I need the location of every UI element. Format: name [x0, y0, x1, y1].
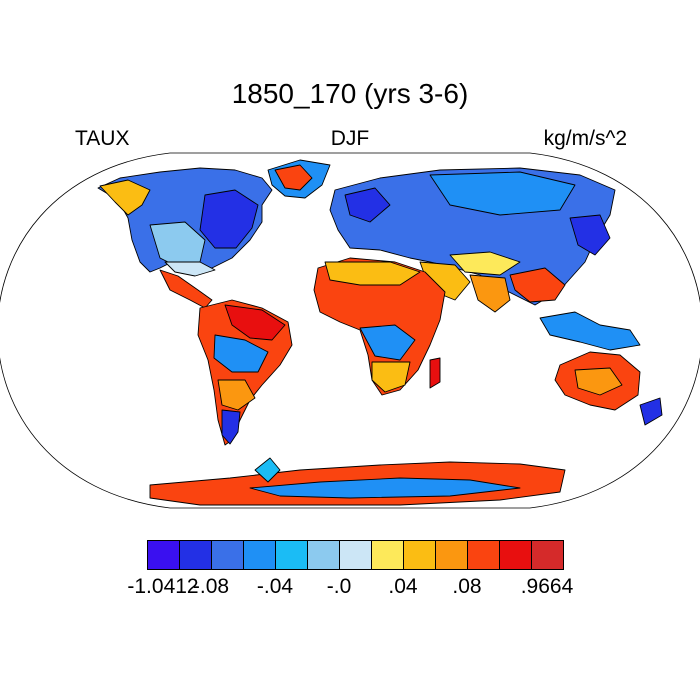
- central-africa: [359, 324, 416, 361]
- antarctic-peninsula: [254, 457, 281, 483]
- colorbar-swatch: [243, 540, 276, 570]
- tibetan-plateau: [449, 251, 521, 276]
- gulf-coast: [164, 261, 216, 277]
- colorbar-swatch: [275, 540, 308, 570]
- greenland-south: [274, 164, 313, 191]
- colorbar-tick-label: .04: [388, 575, 418, 598]
- east-asia: [569, 214, 611, 256]
- north-america-west-coast: [99, 179, 151, 216]
- colorbar-tick-label: .9664: [520, 575, 574, 598]
- colorbar-tick-label: -1.0412: [127, 575, 199, 598]
- colorbar-swatch: [147, 540, 180, 570]
- antarctica-interior: [249, 477, 521, 499]
- madagascar: [429, 357, 441, 389]
- colorbar-swatch: [307, 540, 340, 570]
- new-zealand: [639, 397, 663, 426]
- colorbar-swatch: [339, 540, 372, 570]
- variable-label: TAUX: [75, 127, 130, 150]
- south-asia: [469, 274, 511, 313]
- maritime-continent: [539, 311, 641, 351]
- central-america: [159, 269, 213, 309]
- colorbar-tick-label: -.0: [326, 575, 352, 598]
- scandinavia: [344, 187, 391, 223]
- colorbar-swatch: [179, 540, 212, 570]
- colorbar-tick-label: -.08: [192, 575, 230, 598]
- south-america-north: [224, 304, 286, 341]
- australia-interior: [574, 367, 623, 396]
- south-america-central: [213, 334, 269, 373]
- southeast-asia: [509, 267, 566, 303]
- units-label: kg/m/s^2: [543, 127, 627, 150]
- season-label: DJF: [330, 127, 370, 150]
- colorbar-tick-label: -.04: [256, 575, 294, 598]
- siberia: [429, 171, 576, 216]
- north-america-east: [199, 189, 259, 249]
- colorbar-swatch: [499, 540, 532, 570]
- colorbar-swatch: [435, 540, 468, 570]
- south-america-south: [217, 379, 256, 411]
- sahara: [324, 261, 421, 286]
- colorbar-swatch: [467, 540, 500, 570]
- colorbar-swatch: [531, 540, 564, 570]
- colorbar-swatch: [211, 540, 244, 570]
- colorbar-swatch: [371, 540, 404, 570]
- patagonia: [221, 409, 241, 445]
- southern-africa: [371, 361, 411, 393]
- plot-title: 1850_170 (yrs 3-6): [231, 78, 469, 109]
- colorbar-swatch: [403, 540, 436, 570]
- colorbar-tick-label: .08: [452, 575, 482, 598]
